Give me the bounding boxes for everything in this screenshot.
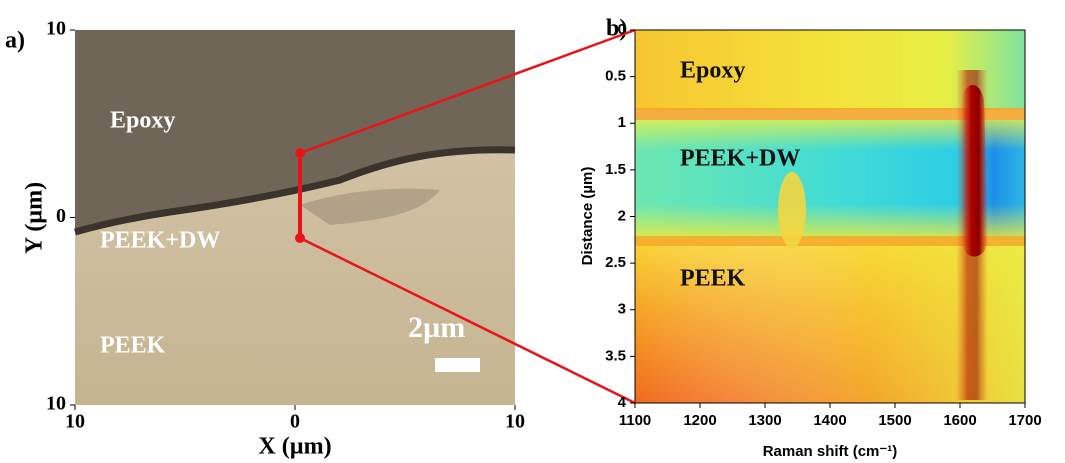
y-tick-label: 10 xyxy=(46,393,66,415)
peak-1600 xyxy=(962,85,988,257)
y-tick-label: 0 xyxy=(618,21,626,38)
x-tick-label: 10 xyxy=(65,411,85,433)
lower-interface-band xyxy=(635,236,1025,246)
y-axis-label: Y (µm) xyxy=(22,182,48,254)
epoxy-region xyxy=(75,30,515,232)
x-tick-label: 0 xyxy=(290,411,300,433)
y-tick-label: 3.5 xyxy=(605,347,626,364)
y-tick-label: 1.5 xyxy=(605,161,626,178)
x-tick-label: 1400 xyxy=(813,412,846,429)
panel-label: a) xyxy=(5,28,25,54)
x-tick-label: 1500 xyxy=(878,412,911,429)
panel-a-image xyxy=(74,30,516,405)
upper-interface-band xyxy=(635,108,1025,120)
annotation: PEEK xyxy=(100,333,166,359)
x-tick-label: 1300 xyxy=(748,412,781,429)
y-tick-label: 2.5 xyxy=(605,254,626,271)
annotation: PEEK+DW xyxy=(680,146,800,172)
annotation: Epoxy xyxy=(680,58,745,84)
annotation: PEEK+DW xyxy=(100,228,220,254)
panel-b-heatmap xyxy=(634,29,1026,404)
y-tick-label: 1 xyxy=(618,114,626,131)
x-tick-label: 1100 xyxy=(619,412,652,429)
annotation: PEEK xyxy=(680,266,746,292)
y-tick-label: 0.5 xyxy=(605,68,626,85)
scale-bar-label: 2µm xyxy=(408,311,465,344)
y-tick-label: 3 xyxy=(618,301,626,318)
x-tick-label: 1700 xyxy=(1008,412,1041,429)
y-tick-label: 2 xyxy=(618,207,626,224)
x-tick-label: 1200 xyxy=(683,412,716,429)
y-tick-label: 10 xyxy=(46,18,66,40)
dw-zone xyxy=(300,188,440,225)
y-axis-label: Distance (µm) xyxy=(579,167,596,266)
interface xyxy=(74,146,516,236)
zoom-line xyxy=(299,236,636,405)
annotation: Epoxy xyxy=(110,108,175,134)
y-tick-label: 4 xyxy=(618,394,627,411)
x-tick-label: 1600 xyxy=(943,412,976,429)
x-axis-label: Raman shift (cm⁻¹) xyxy=(763,443,898,460)
peak-1300 xyxy=(778,172,806,248)
zoom-line xyxy=(299,28,636,155)
scale-bar xyxy=(435,358,480,372)
x-tick-label: 10 xyxy=(505,411,525,433)
x-axis-label: X (µm) xyxy=(258,434,331,460)
y-tick-label: 0 xyxy=(56,205,66,227)
